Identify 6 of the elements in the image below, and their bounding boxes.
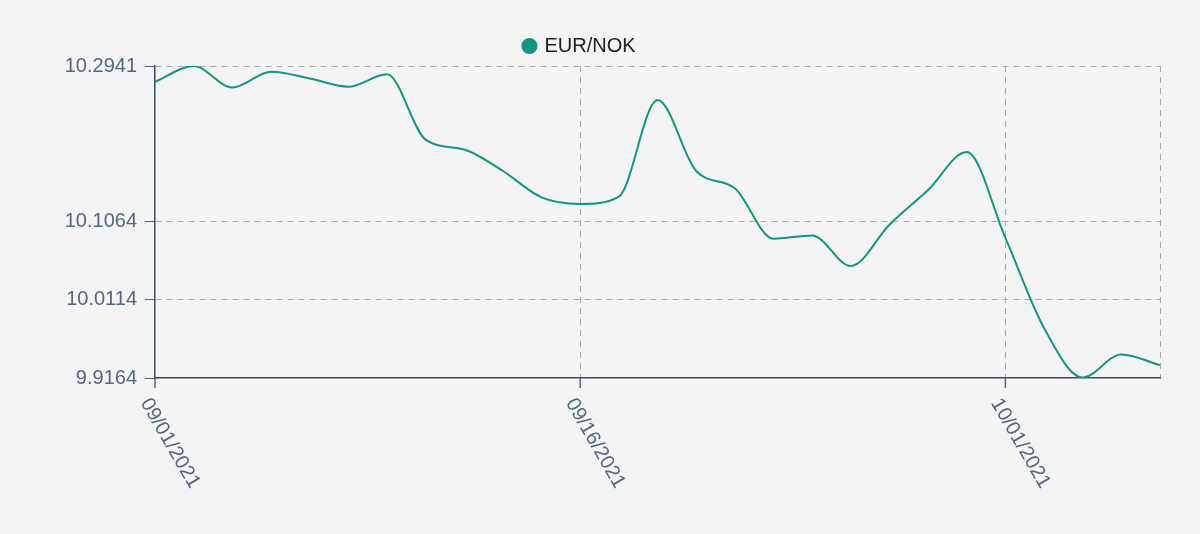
y-tick-label: 10.2941 bbox=[64, 53, 137, 76]
legend-label: EUR/NOK bbox=[544, 33, 637, 56]
y-tick-label: 10.0114 bbox=[66, 287, 137, 310]
line-series bbox=[154, 66, 1161, 378]
y-tick-label: 10.1064 bbox=[64, 208, 137, 231]
y-tick-label: 9.9164 bbox=[75, 365, 137, 388]
